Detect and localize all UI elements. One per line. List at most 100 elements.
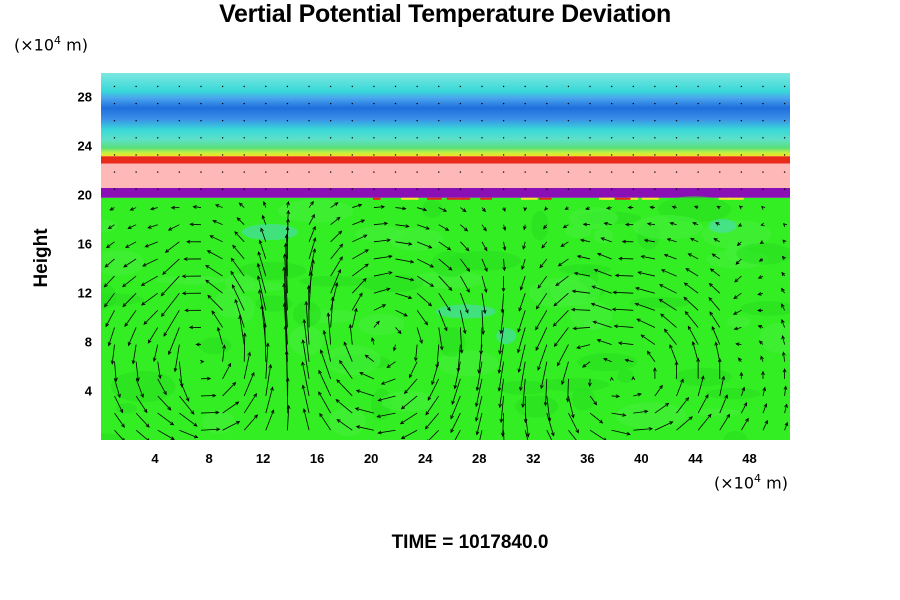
- wind-arrow-head: [593, 401, 598, 406]
- wind-arrow: [400, 412, 418, 425]
- wind-arrow: [259, 240, 267, 260]
- field-texture: [540, 377, 610, 392]
- wind-arrow: [217, 327, 223, 345]
- tropopause-fleck: [614, 197, 631, 200]
- wind-arrow-head: [377, 397, 382, 402]
- wind-arrow: [451, 378, 461, 405]
- wind-arrow: [475, 378, 483, 407]
- wind-dot: [675, 120, 678, 122]
- wind-arrow-head: [168, 350, 172, 356]
- wind-arrow: [365, 354, 375, 363]
- wind-dot: [286, 137, 289, 139]
- wind-arrow: [356, 426, 374, 431]
- wind-arrow: [351, 292, 363, 311]
- wind-arrow: [161, 292, 180, 317]
- wind-arrow-head: [544, 206, 549, 211]
- wind-dot: [502, 85, 505, 88]
- wind-arrow-head: [646, 222, 652, 226]
- wind-arrow-head: [687, 325, 692, 330]
- wind-dot: [178, 85, 181, 88]
- wind-dot: [200, 188, 202, 190]
- wind-arrow: [330, 256, 343, 277]
- wind-arrow-head: [258, 288, 262, 294]
- wind-arrow: [135, 395, 148, 413]
- wind-arrow: [640, 334, 656, 345]
- wind-arrow: [258, 251, 267, 277]
- wind-arrow: [327, 313, 332, 345]
- wind-dot: [308, 137, 310, 139]
- wind-dot: [783, 137, 786, 139]
- wind-arrow-head: [498, 350, 502, 355]
- wind-arrow: [262, 215, 267, 225]
- wind-arrow-head: [232, 244, 237, 249]
- wind-arrow-head: [447, 246, 452, 251]
- wind-arrow: [141, 292, 158, 306]
- wind-dot: [762, 137, 764, 139]
- wind-arrow-head: [615, 394, 621, 399]
- wind-arrow: [567, 378, 569, 402]
- wind-arrow-head: [499, 329, 504, 335]
- wind-arrow-head: [375, 320, 380, 325]
- wind-arrow-head: [167, 406, 172, 411]
- wind-arrow-head: [397, 329, 402, 335]
- wind-arrow: [438, 258, 453, 271]
- wind-arrow-head: [757, 308, 762, 313]
- wind-arrow-head: [143, 408, 148, 414]
- wind-arrow-head: [541, 244, 546, 249]
- wind-dot: [351, 171, 353, 173]
- y-tick-label: 12: [77, 285, 92, 301]
- wind-arrow: [733, 292, 742, 299]
- wind-dot: [610, 85, 613, 88]
- wind-arrow: [735, 258, 742, 265]
- wind-arrow: [740, 387, 745, 397]
- wind-dot: [610, 188, 613, 190]
- wind-arrow-head: [413, 357, 418, 362]
- wind-dot: [329, 85, 332, 88]
- wind-dot: [675, 137, 678, 139]
- tropopause-fleck: [372, 197, 380, 200]
- wind-arrow-head: [152, 357, 157, 362]
- wind-arrow: [659, 299, 677, 311]
- wind-arrow-head: [301, 339, 306, 344]
- wind-arrow-head: [318, 369, 322, 375]
- wind-arrow: [711, 326, 721, 345]
- wind-arrow: [352, 219, 365, 226]
- field-texture: [431, 251, 470, 278]
- wind-arrow: [685, 268, 699, 277]
- wind-arrow: [122, 292, 137, 307]
- wind-arrow-head: [711, 325, 716, 331]
- wind-dot: [610, 102, 613, 105]
- wind-dot: [200, 171, 202, 173]
- wind-dot: [783, 102, 786, 105]
- wind-arrow: [457, 344, 461, 372]
- wind-dot: [740, 154, 743, 156]
- wind-arrow: [179, 429, 198, 438]
- wind-arrow: [243, 333, 246, 362]
- wind-arrow: [305, 301, 310, 345]
- wind-arrow-head: [258, 239, 263, 244]
- wind-arrow: [320, 349, 332, 379]
- wind-dot: [135, 85, 137, 88]
- wind-arrow: [454, 361, 461, 389]
- wind-arrow: [481, 224, 487, 231]
- wind-dot: [373, 137, 375, 139]
- wind-arrow-head: [400, 435, 406, 440]
- wind-arrow-head: [427, 396, 432, 401]
- wind-arrow-head: [498, 403, 503, 409]
- wind-arrow-head: [121, 438, 125, 440]
- wind-arrow-head: [253, 392, 257, 398]
- wind-dot: [481, 85, 483, 88]
- wind-arrow-head: [167, 227, 173, 231]
- wind-dot: [762, 154, 764, 156]
- field-texture: [101, 433, 125, 440]
- wind-arrow-head: [336, 419, 341, 423]
- wind-arrow-head: [380, 381, 386, 385]
- wind-dot: [373, 154, 375, 156]
- wind-dot: [286, 102, 289, 105]
- wind-arrow: [503, 224, 506, 231]
- wind-dot: [416, 154, 418, 156]
- wind-arrow-head: [142, 263, 147, 267]
- wind-arrow-head: [435, 364, 440, 369]
- wind-dot: [675, 154, 678, 156]
- wind-arrow-head: [501, 287, 506, 293]
